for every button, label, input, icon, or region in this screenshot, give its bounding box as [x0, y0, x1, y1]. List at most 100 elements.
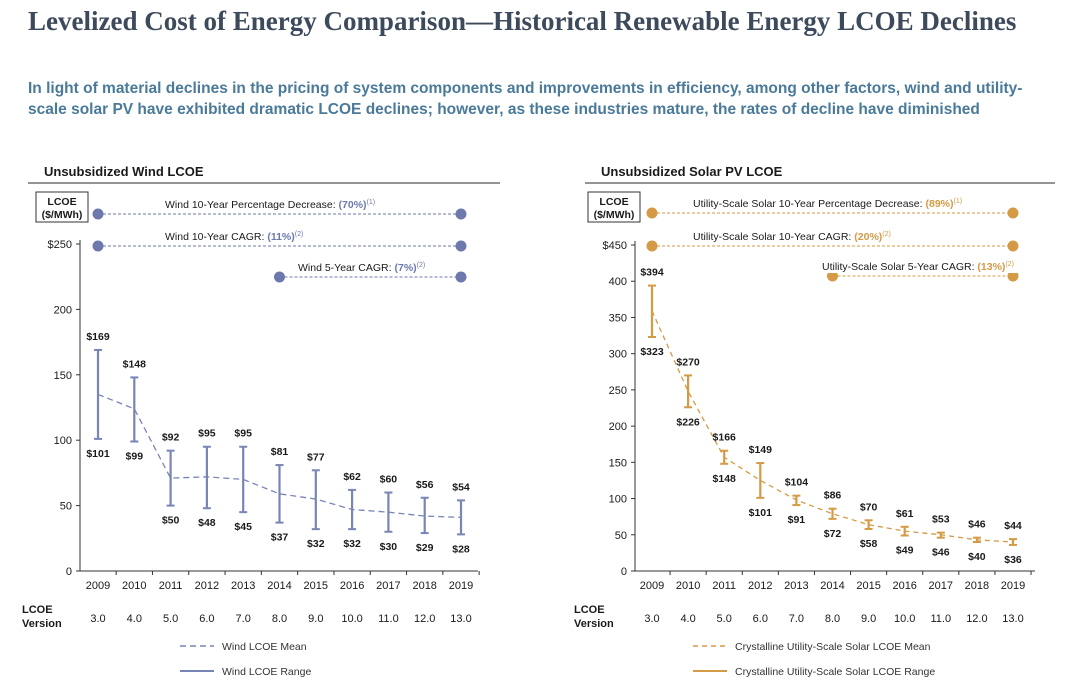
wind-x-tick-label: 2009 — [86, 580, 110, 592]
solar-version-title-1: LCOE — [574, 604, 605, 616]
solar-version-label: 11.0 — [931, 613, 952, 625]
solar-version-title-2: Version — [574, 618, 614, 630]
wind-legend-range-label: Wind LCOE Range — [222, 666, 311, 678]
wind-version-label: 4.0 — [127, 613, 142, 625]
wind-x-tick-label: 2019 — [449, 580, 473, 592]
wind-high-label: $95 — [234, 428, 252, 440]
solar-x-tick-label: 2011 — [712, 580, 736, 592]
wind-mean-line — [97, 393, 462, 519]
solar-x-tick-label: 2016 — [892, 580, 916, 592]
solar-low-label: $58 — [860, 538, 878, 550]
solar-version-label: 7.0 — [789, 613, 804, 625]
solar-version-label: 13.0 — [1002, 613, 1023, 625]
solar-low-label: $46 — [932, 547, 950, 559]
wind-y-tick-label: 0 — [66, 566, 72, 578]
wind-high-label: $95 — [198, 428, 216, 440]
solar-version-label: 9.0 — [861, 613, 876, 625]
wind-y-tick-label: 50 — [60, 501, 72, 513]
page-subtitle: In light of material declines in the pri… — [28, 80, 1023, 118]
solar-high-label: $104 — [785, 477, 809, 489]
solar-y-tick-label: 0 — [621, 566, 627, 578]
solar-x-tick-label: 2010 — [676, 580, 700, 592]
solar-mean-line — [651, 310, 1014, 543]
wind-annotation-dot-end — [455, 240, 467, 252]
solar-y-tick-label: $450 — [603, 240, 627, 252]
solar-version-label: 6.0 — [753, 613, 768, 625]
solar-low-label: $91 — [788, 514, 806, 526]
wind-version-label: 7.0 — [236, 613, 251, 625]
solar-low-label: $36 — [1004, 554, 1022, 566]
solar-annotation-text: Utility-Scale Solar 5-Year CAGR: (13%)(2… — [822, 261, 1014, 273]
wind-high-label: $62 — [343, 471, 361, 483]
wind-version-label: 12.0 — [414, 613, 435, 625]
wind-high-label: $169 — [86, 331, 110, 343]
solar-high-label: $270 — [676, 356, 700, 368]
solar-annotation-dot-start — [646, 207, 658, 219]
wind-x-tick-label: 2018 — [412, 580, 436, 592]
wind-low-label: $48 — [198, 517, 216, 529]
page-title: Levelized Cost of Energy Comparison—Hist… — [28, 6, 1017, 36]
wind-x-tick-label: 2016 — [340, 580, 364, 592]
wind-annotation-text: Wind 5-Year CAGR: (7%)(2) — [298, 262, 425, 274]
wind-annotation-dot-start — [274, 271, 285, 283]
wind-high-label: $148 — [123, 358, 147, 370]
solar-high-label: $166 — [713, 432, 737, 444]
wind-low-label: $101 — [86, 448, 110, 460]
solar-ylabel-line2: ($/MWh) — [594, 209, 635, 221]
wind-x-tick-label: 2014 — [267, 580, 291, 592]
wind-annotation-text: Wind 10-Year Percentage Decrease: (70%)(… — [165, 199, 375, 211]
solar-low-label: $101 — [749, 507, 773, 519]
wind-x-tick-label: 2010 — [122, 580, 146, 592]
wind-x-tick-label: 2015 — [304, 580, 328, 592]
solar-high-label: $46 — [968, 519, 986, 531]
solar-y-tick-label: 350 — [609, 312, 627, 324]
solar-annotation-bg — [819, 261, 1017, 273]
wind-annotation-text: Wind 10-Year CAGR: (11%)(2) — [165, 231, 303, 243]
solar-x-tick-label: 2015 — [856, 580, 880, 592]
wind-annotation-dot-end — [455, 208, 467, 220]
wind-version-label: 9.0 — [308, 613, 323, 625]
wind-version-label: 11.0 — [378, 613, 399, 625]
solar-y-tick-label: 50 — [615, 530, 627, 542]
solar-low-label: $323 — [640, 346, 664, 358]
wind-version-label: 8.0 — [272, 613, 287, 625]
wind-annotation-dot-start — [92, 208, 104, 220]
wind-y-tick-label: 100 — [54, 435, 72, 447]
wind-version-label: 10.0 — [341, 613, 362, 625]
wind-version-label: 3.0 — [90, 613, 105, 625]
wind-high-label: $56 — [416, 479, 434, 491]
wind-low-label: $37 — [271, 532, 289, 544]
wind-high-label: $77 — [307, 451, 325, 463]
solar-annotation-bg — [690, 198, 966, 210]
wind-x-tick-label: 2012 — [195, 580, 219, 592]
wind-y-tick-label: 200 — [54, 304, 72, 316]
solar-y-tick-label: 250 — [609, 385, 627, 397]
wind-x-tick-label: 2017 — [376, 580, 400, 592]
wind-low-label: $99 — [126, 451, 144, 463]
solar-x-tick-label: 2012 — [748, 580, 772, 592]
wind-low-label: $32 — [343, 538, 361, 550]
solar-x-tick-label: 2009 — [640, 580, 664, 592]
solar-low-label: $148 — [713, 473, 737, 485]
solar-y-tick-label: 100 — [609, 494, 627, 506]
solar-version-label: 3.0 — [644, 613, 659, 625]
wind-ylabel-box — [35, 191, 89, 223]
solar-x-tick-label: 2017 — [929, 580, 953, 592]
wind-low-label: $50 — [162, 515, 180, 527]
solar-ylabel-box — [587, 191, 641, 223]
wind-high-label: $54 — [452, 481, 470, 493]
solar-y-tick-label: 150 — [609, 457, 627, 469]
wind-annotation-bg — [162, 231, 307, 243]
solar-high-label: $86 — [824, 490, 842, 502]
wind-high-label: $92 — [162, 432, 180, 444]
solar-y-tick-label: 300 — [609, 349, 627, 361]
solar-high-label: $394 — [640, 267, 664, 279]
solar-annotation-dot-end — [1007, 240, 1019, 252]
wind-x-tick-label: 2013 — [231, 580, 255, 592]
solar-y-tick-label: 200 — [609, 421, 627, 433]
solar-high-label: $61 — [896, 508, 914, 520]
wind-version-title-2: Version — [22, 618, 62, 630]
wind-ylabel-line1: LCOE — [47, 196, 76, 208]
solar-annotation-bg — [690, 231, 894, 243]
solar-high-label: $70 — [860, 501, 878, 513]
